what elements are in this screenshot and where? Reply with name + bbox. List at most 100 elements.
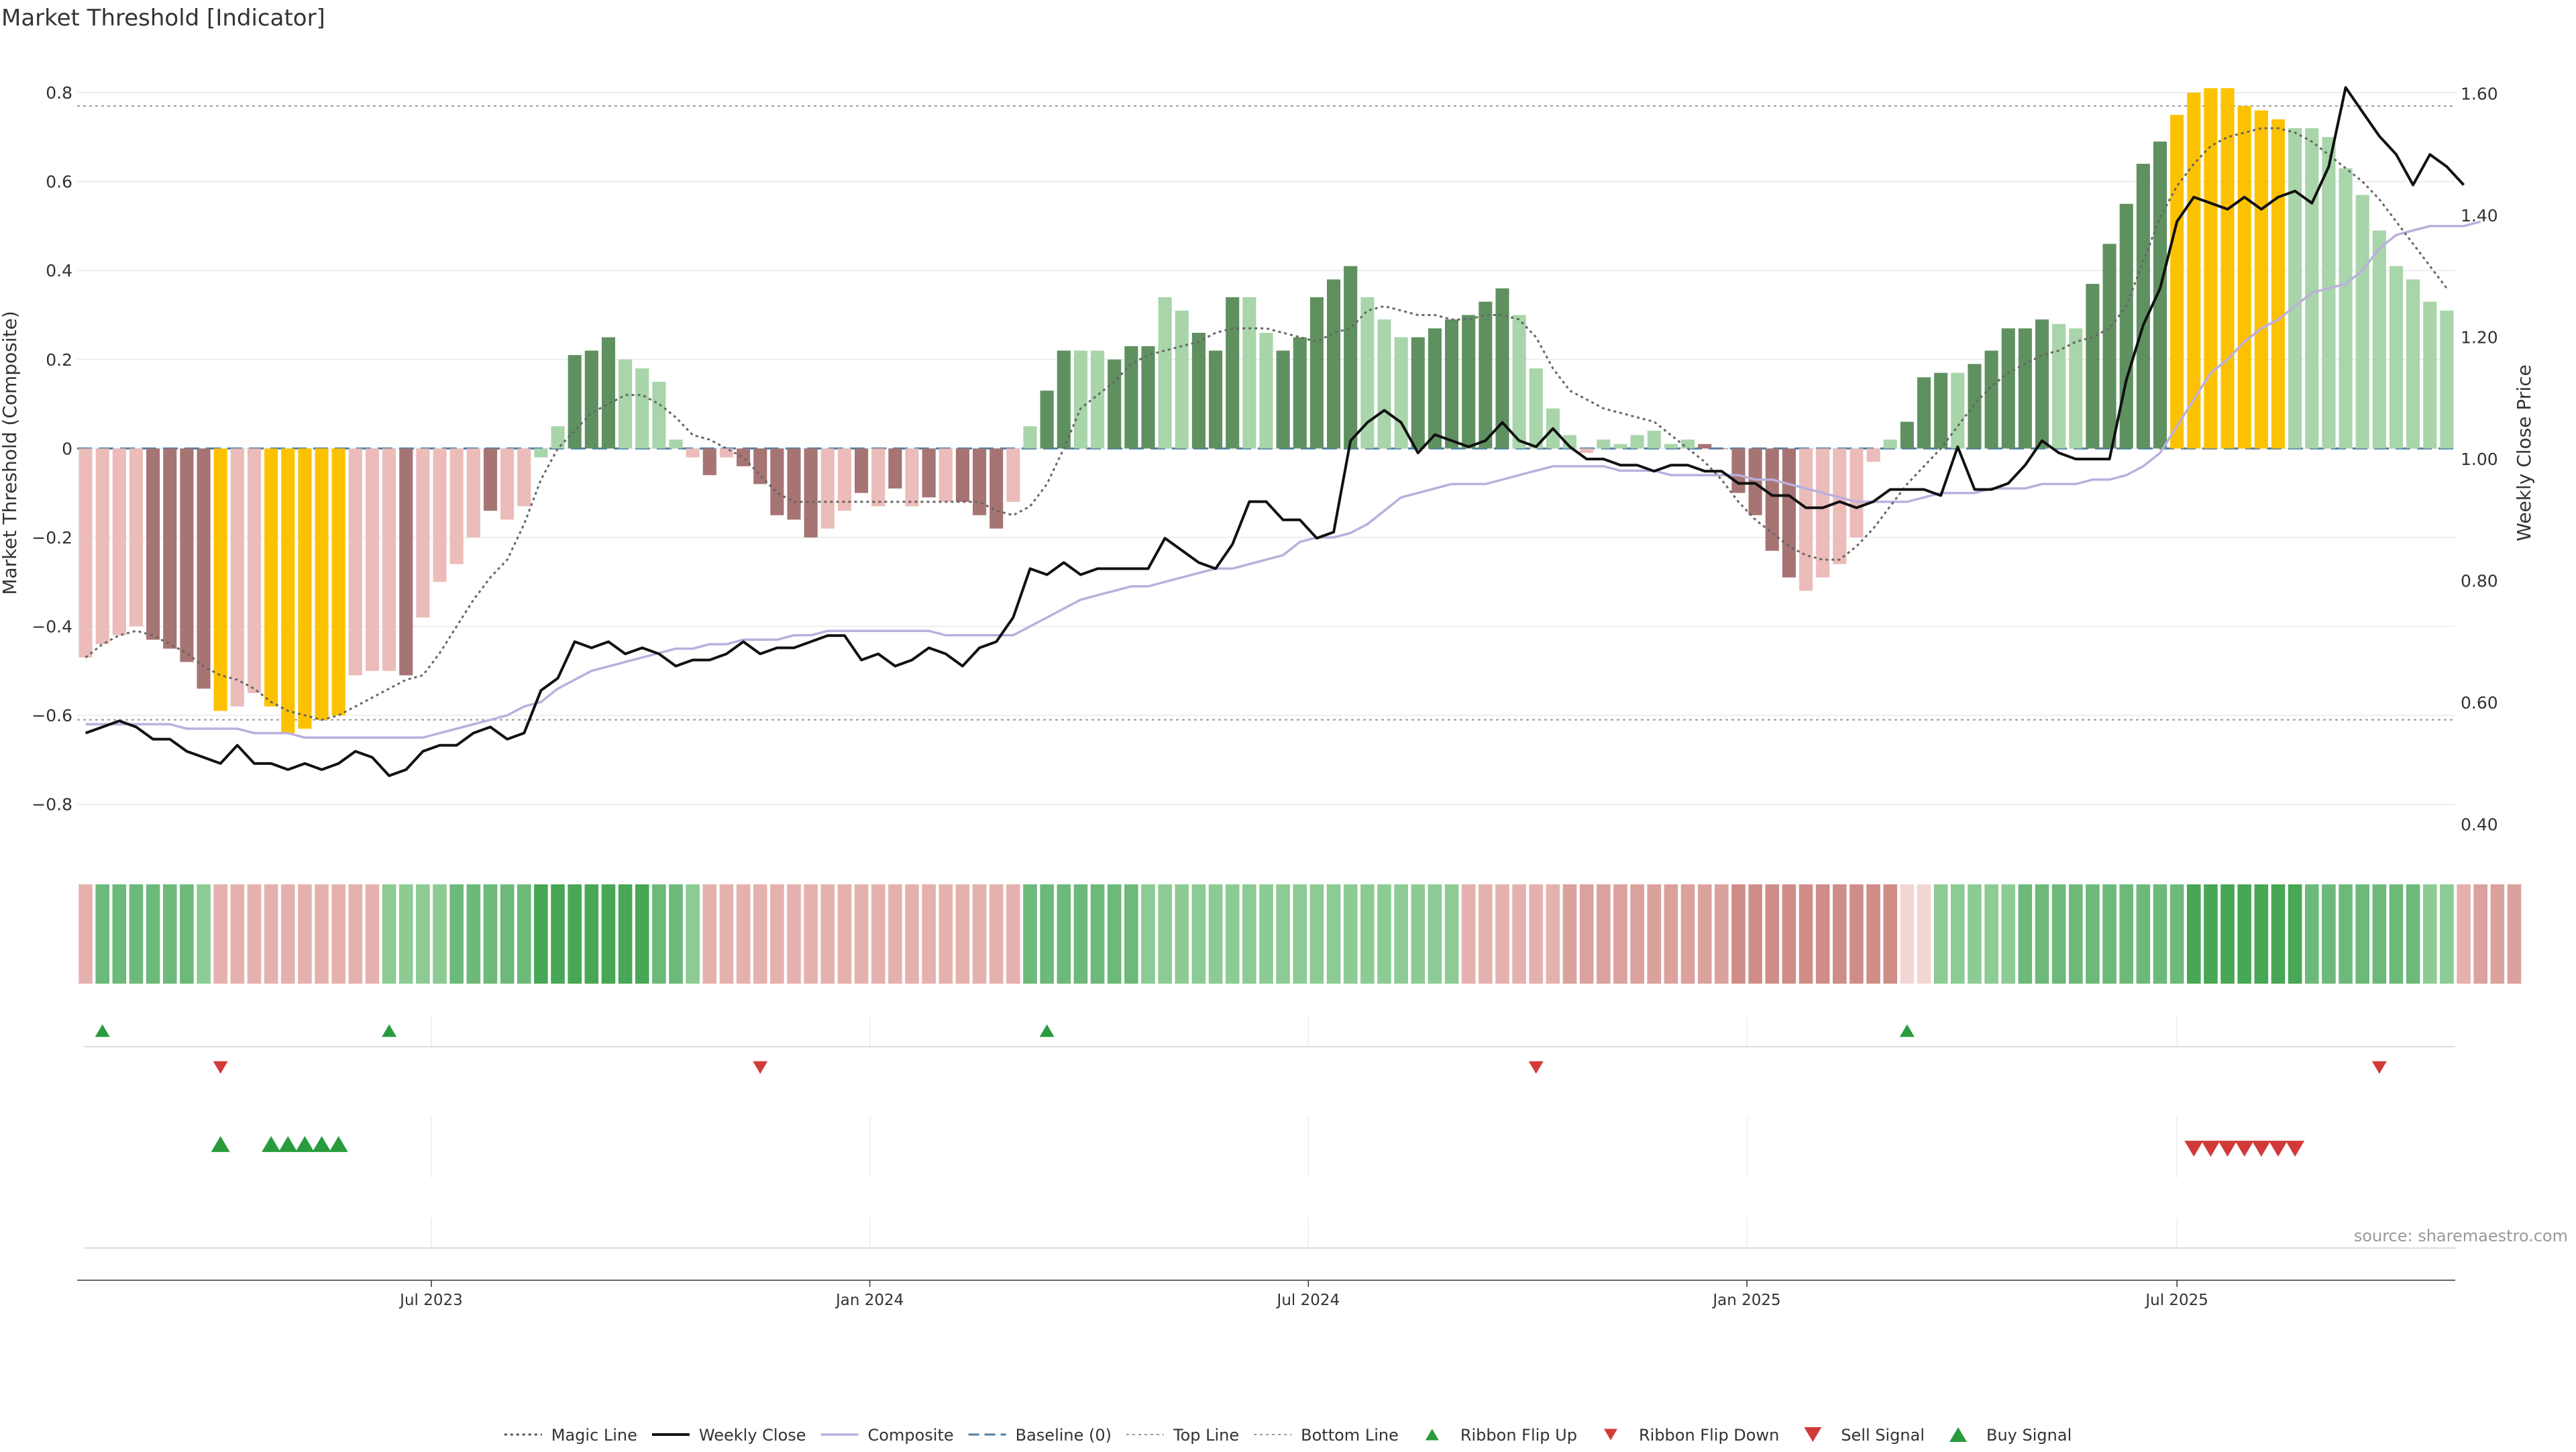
legend-item: Sell Signal xyxy=(1804,1426,1925,1445)
ribbon-cell xyxy=(1833,884,1847,984)
composite-bar xyxy=(1698,444,1712,449)
composite-bar xyxy=(719,448,734,458)
composite-bar xyxy=(534,448,548,458)
composite-bar xyxy=(1175,310,1189,449)
composite-bar xyxy=(2153,141,2167,449)
composite-bar xyxy=(483,448,498,511)
ribbon-flip-down-marker xyxy=(213,1061,228,1074)
ribbon-flip-down-marker xyxy=(1528,1061,1544,1074)
ribbon-cell xyxy=(837,884,852,984)
legend-swatch xyxy=(1804,1427,1822,1443)
ribbon-cell xyxy=(2220,884,2235,984)
composite-bar xyxy=(78,448,93,658)
composite-bar xyxy=(1968,364,1982,449)
composite-bar xyxy=(2339,168,2353,449)
composite-bar xyxy=(1647,430,1661,449)
composite-bar xyxy=(2018,328,2032,449)
ribbon-cell xyxy=(2339,884,2353,984)
ribbon-cell xyxy=(2473,884,2488,984)
ribbon-cell xyxy=(1562,884,1577,984)
legend-item: Buy Signal xyxy=(1949,1426,2072,1445)
ribbon-cell xyxy=(1124,884,1138,984)
ribbon-cell xyxy=(1276,884,1290,984)
composite-bar xyxy=(1124,346,1138,449)
ribbon-cell xyxy=(1208,884,1223,984)
ribbon-cell xyxy=(686,884,700,984)
y2-tick-label: 0.40 xyxy=(2461,815,2498,835)
ribbon-cell xyxy=(1782,884,1796,984)
composite-bar xyxy=(416,448,430,618)
ribbon-cell xyxy=(652,884,666,984)
ribbon-cell xyxy=(1495,884,1509,984)
composite-bar xyxy=(938,448,953,502)
composite-bar xyxy=(1748,448,1762,515)
sell-signal-marker xyxy=(2201,1141,2220,1157)
composite-bar xyxy=(1580,448,1594,453)
legend-item: Weekly Close xyxy=(651,1426,806,1445)
ribbon-cell xyxy=(315,884,329,984)
composite-bar xyxy=(2355,195,2369,449)
magic-line xyxy=(85,127,2448,721)
composite-bar xyxy=(989,448,1004,529)
series-lines xyxy=(85,86,2481,778)
ribbon-cell xyxy=(1731,884,1746,984)
composite-bar xyxy=(2187,93,2201,449)
ribbon-cell xyxy=(2035,884,2049,984)
composite-bar xyxy=(1630,435,1644,449)
ribbon-cell xyxy=(1984,884,1998,984)
ribbon-cell xyxy=(146,884,160,984)
composite-bar xyxy=(146,448,160,640)
ribbon-cell xyxy=(483,884,498,984)
legend-label: Buy Signal xyxy=(1986,1426,2072,1445)
sell-signal-marker xyxy=(2218,1141,2237,1157)
buy-signal-marker xyxy=(278,1136,298,1152)
ribbon-cell xyxy=(2507,884,2522,984)
ribbon-cell xyxy=(197,884,211,984)
composite-bar xyxy=(1259,333,1273,449)
composite-bar xyxy=(1445,319,1459,449)
ribbon-cell xyxy=(719,884,734,984)
composite-bar xyxy=(1108,359,1122,449)
ribbon-cell xyxy=(1579,884,1594,984)
composite-bar xyxy=(2288,128,2302,449)
composite-bar xyxy=(702,448,716,476)
composite-bar xyxy=(2237,105,2251,449)
composite-bar xyxy=(922,448,936,498)
composite-bar xyxy=(737,448,751,466)
ribbon-cell xyxy=(230,884,245,984)
legend-label: Baseline (0) xyxy=(1016,1426,1112,1445)
composite-bar xyxy=(905,448,919,507)
ribbon-cell xyxy=(1630,884,1644,984)
composite-bar xyxy=(1984,350,1998,449)
y2-tick-label: 0.80 xyxy=(2461,572,2498,591)
ribbon-cell xyxy=(416,884,430,984)
ribbon-cell xyxy=(820,884,835,984)
x-axis: Jul 2023 Jan 2024 Jul 2024 Jan 2025 Jul 2025 xyxy=(77,1280,2455,1309)
composite-bar xyxy=(871,448,885,507)
ribbon-cell xyxy=(888,884,902,984)
y-tick-label: −0.2 xyxy=(32,528,72,548)
composite-bar xyxy=(1529,368,1543,449)
composite-bar xyxy=(1849,448,1864,537)
ribbon-cell xyxy=(162,884,177,984)
composite-bar xyxy=(2069,328,2083,449)
ribbon-cell xyxy=(1680,884,1695,984)
ribbon-cell xyxy=(1242,884,1256,984)
composite-bar xyxy=(1023,426,1037,449)
ribbon-cell xyxy=(635,884,649,984)
ribbon-cell xyxy=(280,884,295,984)
ribbon-cell xyxy=(972,884,987,984)
composite-bar xyxy=(787,448,801,520)
ribbon-cell xyxy=(1597,884,1611,984)
ribbon-cell xyxy=(2204,884,2218,984)
x-tick-label: Jul 2024 xyxy=(1276,1292,1340,1309)
ribbon-cell xyxy=(1883,884,1898,984)
ribbon-cell xyxy=(2490,884,2505,984)
ribbon-cell xyxy=(804,884,818,984)
ribbon-cell xyxy=(2136,884,2151,984)
ribbon-cell xyxy=(1461,884,1476,984)
buy-signal-marker xyxy=(262,1136,281,1152)
y2-tick-label: 1.20 xyxy=(2461,328,2498,348)
ribbon-cell xyxy=(1900,884,1915,984)
ribbon-cell xyxy=(1040,884,1054,984)
